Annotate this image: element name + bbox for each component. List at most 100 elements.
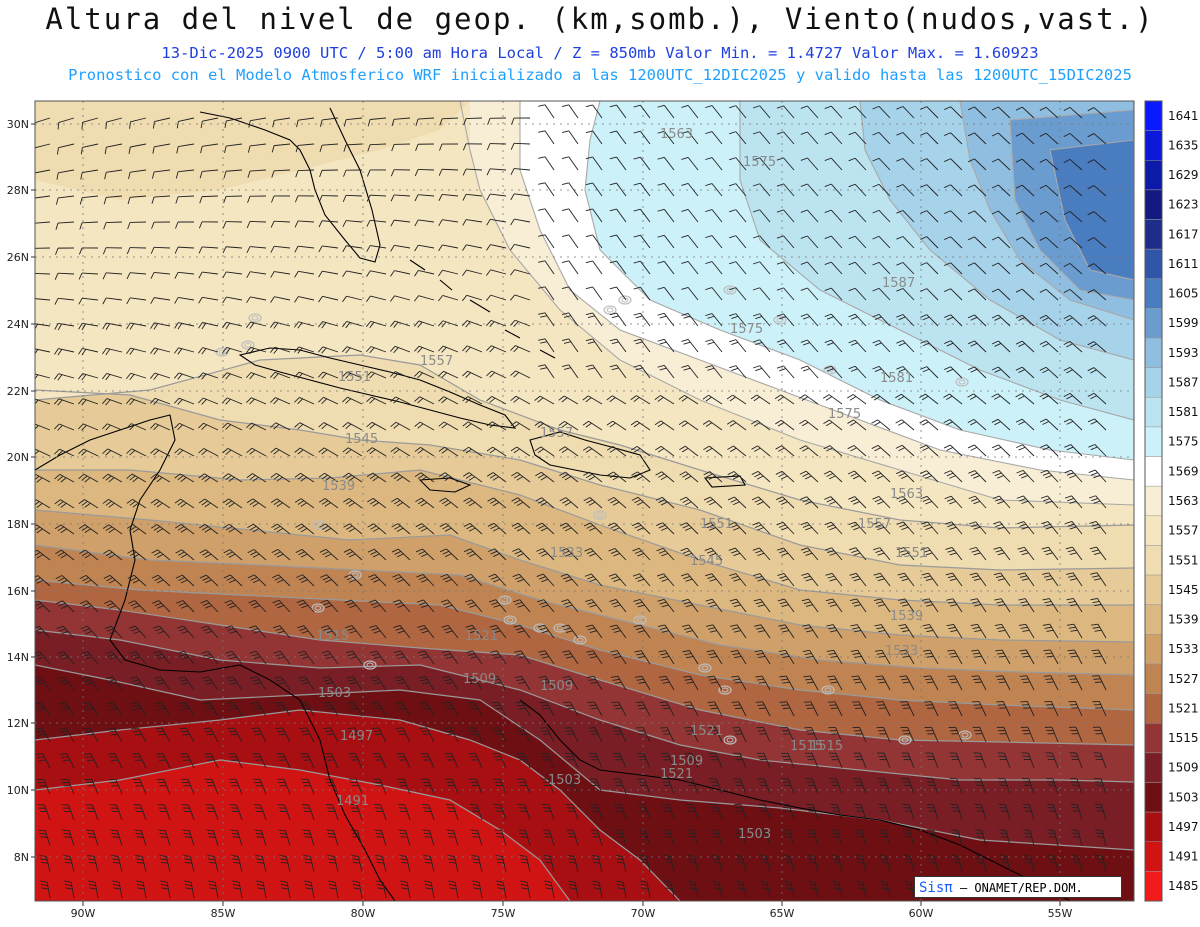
wind-barb	[78, 423, 99, 431]
wind-barb	[991, 158, 1011, 171]
legend-label: 1551	[1168, 553, 1199, 567]
wind-barb	[633, 182, 651, 197]
wind-barb	[81, 651, 99, 665]
wind-barb	[342, 194, 363, 202]
closed-contour-inner	[824, 687, 832, 693]
wind-barb	[276, 778, 291, 795]
wind-barb	[775, 445, 795, 457]
wind-barb	[1067, 675, 1083, 691]
wind-barb	[150, 272, 171, 279]
wind-barb	[1065, 521, 1083, 535]
wind-barb	[607, 522, 627, 535]
wind-barb	[991, 444, 1011, 457]
wind-barb	[271, 143, 291, 153]
wind-barb	[534, 421, 555, 431]
wind-barb	[40, 880, 51, 899]
contour-label: 1557	[858, 517, 891, 532]
wind-barb	[944, 106, 963, 119]
wind-barb	[201, 650, 219, 665]
wind-barb	[751, 470, 771, 483]
wind-barb	[756, 752, 771, 769]
wind-barb	[972, 726, 987, 743]
wind-barb	[853, 778, 867, 795]
wind-barb	[232, 880, 243, 899]
wind-barb	[270, 371, 291, 380]
wind-barb	[250, 676, 267, 691]
wind-barb	[35, 625, 51, 639]
wind-barb	[967, 314, 987, 327]
wind-barb	[1063, 341, 1083, 353]
wind-barb	[946, 623, 963, 639]
wind-barb	[591, 854, 603, 873]
wind-barb	[1063, 159, 1083, 171]
closed-contour-inner	[958, 379, 966, 385]
contour-label: 1551	[700, 517, 733, 532]
wind-barb	[705, 131, 723, 145]
wind-barb	[174, 422, 195, 431]
wind-barb	[775, 470, 795, 483]
geopotential-shading	[35, 101, 1134, 901]
wind-barb	[222, 271, 243, 279]
wind-barb	[445, 778, 459, 795]
wind-barb	[589, 778, 603, 795]
wind-barb	[181, 804, 195, 821]
wind-barb	[919, 393, 939, 405]
wind-barb	[585, 364, 603, 379]
lat-label: 22N	[7, 385, 29, 398]
plot-frame	[34, 100, 1135, 902]
wind-barb	[630, 420, 651, 431]
wind-barb	[175, 549, 195, 561]
wind-barb	[247, 523, 267, 535]
wind-barb	[222, 321, 243, 330]
wind-barb	[664, 880, 675, 899]
wind-barb	[875, 675, 891, 691]
wind-barb	[896, 340, 915, 353]
wind-barb	[397, 778, 411, 795]
wind-barb	[705, 313, 723, 327]
wind-barb	[102, 297, 123, 305]
wind-barb	[1042, 623, 1059, 639]
wind-barb	[35, 169, 51, 174]
wind-barb	[635, 701, 651, 717]
wind-barb	[486, 370, 507, 379]
wind-barb	[895, 444, 915, 457]
wind-barb	[390, 244, 411, 252]
wind-barb	[776, 261, 795, 275]
wind-barb	[705, 287, 723, 301]
wind-barb	[729, 365, 747, 379]
wind-barb	[152, 625, 171, 639]
wind-barb	[229, 804, 243, 821]
wind-barb	[824, 521, 843, 535]
wind-barb	[752, 365, 771, 379]
wind-barb	[754, 624, 771, 639]
wind-barb	[490, 650, 507, 665]
wind-barb	[872, 313, 891, 327]
wind-barb	[35, 423, 51, 431]
wind-barb	[349, 804, 363, 821]
wind-barb	[631, 446, 651, 457]
wind-barb	[609, 312, 627, 327]
wind-barb	[872, 235, 891, 249]
wind-barb	[422, 829, 435, 847]
wind-barb	[248, 625, 267, 639]
wind-barb	[103, 195, 123, 205]
wind-barb	[184, 880, 195, 899]
wind-barb	[896, 314, 915, 327]
wind-barb	[800, 547, 819, 561]
wind-barb	[343, 548, 363, 561]
wind-barb	[104, 143, 123, 155]
wind-barb	[610, 650, 627, 665]
wind-barb	[439, 497, 459, 509]
wind-barb	[126, 473, 147, 483]
contour-label: 1503	[318, 686, 351, 701]
wind-barb	[35, 273, 51, 275]
wind-barb	[270, 321, 291, 329]
wind-barb	[633, 312, 651, 327]
wind-barb	[448, 880, 459, 899]
wind-barb	[56, 169, 75, 180]
wind-barb	[607, 471, 627, 483]
wind-barb	[920, 158, 939, 171]
wind-barb	[536, 573, 555, 587]
wind-barb	[705, 261, 723, 275]
lon-label: 65W	[770, 907, 795, 920]
